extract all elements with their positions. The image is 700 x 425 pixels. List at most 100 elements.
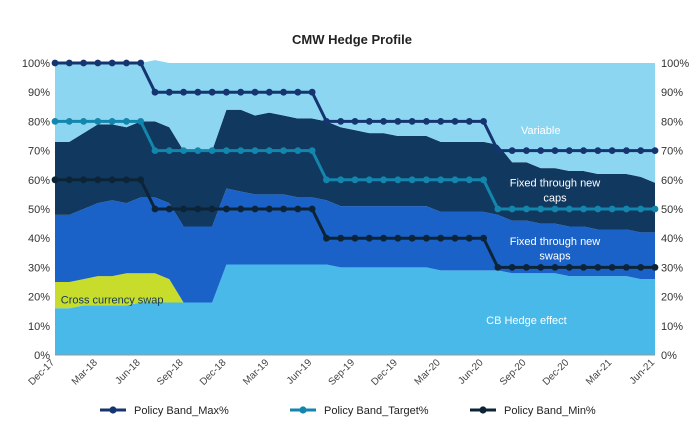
point-policy-band-target [323,176,330,184]
point-policy-band-max [480,118,487,125]
point-policy-band-target [194,147,202,155]
point-policy-band-max [251,88,259,96]
x-tick-label: Sep-19 [327,357,358,388]
point-policy-band-max [51,59,59,67]
point-policy-band-min [394,234,402,242]
point-policy-band-target [308,147,316,155]
point-policy-band-min [123,176,130,184]
y-tick-right: 40% [661,233,683,245]
x-tick-label: Jun-21 [628,357,658,387]
point-policy-band-target [394,176,402,184]
point-policy-band-target [137,118,145,125]
y-tick-left: 100% [22,58,50,70]
y-tick-left: 60% [28,175,50,187]
point-policy-band-target [123,118,130,125]
point-policy-band-target [537,205,545,213]
point-policy-band-max [637,147,645,155]
point-policy-band-min [351,234,359,242]
y-tick-left: 50% [28,204,50,216]
annotation-cb-hedge-effect: CB Hedge effect [486,315,567,327]
point-policy-band-max [394,118,402,125]
point-policy-band-target [351,176,359,184]
y-tick-right: 30% [661,262,683,274]
point-policy-band-max [294,88,302,96]
y-tick-right: 70% [661,146,683,158]
annotation-caps: caps [543,192,567,204]
legend-label: Policy Band_Max% [134,405,229,417]
area-fixed-through-new-swaps [55,188,655,303]
y-tick-left: 20% [28,292,50,304]
point-policy-band-target [451,176,459,184]
point-policy-band-min [523,264,530,271]
point-policy-band-min [465,234,473,242]
point-policy-band-max [323,118,330,125]
point-policy-band-max [423,118,430,125]
x-tick-label: Mar-21 [584,357,614,387]
point-policy-band-target [208,147,216,155]
point-policy-band-min [508,264,516,271]
point-policy-band-min [437,234,445,242]
y-tick-left: 80% [28,116,50,128]
annotation-variable: Variable [521,125,561,137]
point-policy-band-max [523,147,530,155]
point-policy-band-target [51,118,59,125]
point-policy-band-max [451,118,459,125]
x-tick-label: Dec-19 [369,357,400,388]
point-policy-band-min [408,234,416,242]
point-policy-band-target [565,205,573,213]
point-policy-band-min [451,234,459,242]
point-policy-band-target [508,205,516,213]
legend-item-policy-band-target: Policy Band_Target% [290,405,429,417]
point-policy-band-target [265,147,273,155]
y-tick-left: 0% [34,350,50,362]
point-policy-band-max [194,88,202,96]
annotation-fixed-through-new: Fixed through new [510,236,601,248]
point-policy-band-target [151,147,159,155]
point-policy-band-max [565,147,573,155]
point-policy-band-min [108,176,116,184]
point-policy-band-min [537,264,545,271]
point-policy-band-min [637,264,645,271]
point-policy-band-min [208,205,216,213]
legend-label: Policy Band_Target% [324,405,429,417]
point-policy-band-target [423,176,430,184]
point-policy-band-target [437,176,445,184]
point-policy-band-max [551,147,559,155]
point-policy-band-max [537,147,545,155]
point-policy-band-target [94,118,102,125]
x-tick-label: Jun-19 [285,357,315,387]
point-policy-band-max [337,118,345,125]
point-policy-band-min [165,205,173,213]
x-tick-label: Sep-20 [498,357,529,388]
point-policy-band-max [94,59,102,67]
point-policy-band-max [651,147,659,155]
y-tick-left: 90% [28,87,50,99]
area-cross-currency-swap [55,264,655,309]
point-policy-band-min [65,176,73,184]
point-policy-band-target [408,176,416,184]
annotation-fixed-through-new: Fixed through new [510,178,601,190]
legend: Policy Band_Max% Policy Band_Target% Polic… [100,405,596,417]
x-tick-label: Dec-18 [198,357,229,388]
point-policy-band-min [223,205,230,213]
x-tick-label: Mar-19 [241,357,271,387]
point-policy-band-target [380,176,387,184]
point-policy-band-max [608,147,616,155]
point-policy-band-min [380,234,387,242]
point-policy-band-min [151,205,159,213]
point-policy-band-min [180,205,187,213]
point-policy-band-target [80,118,87,125]
point-policy-band-target [280,147,287,155]
point-policy-band-max [623,147,630,155]
series-policy-band-max [51,59,659,155]
point-policy-band-max [280,88,287,96]
y-tick-right: 50% [661,204,683,216]
legend-marker [299,406,307,414]
point-policy-band-max [108,59,116,67]
point-policy-band-min [51,176,59,184]
point-policy-band-max [437,118,445,125]
point-policy-band-min [308,205,316,213]
point-policy-band-max [151,88,159,96]
point-policy-band-min [365,234,373,242]
